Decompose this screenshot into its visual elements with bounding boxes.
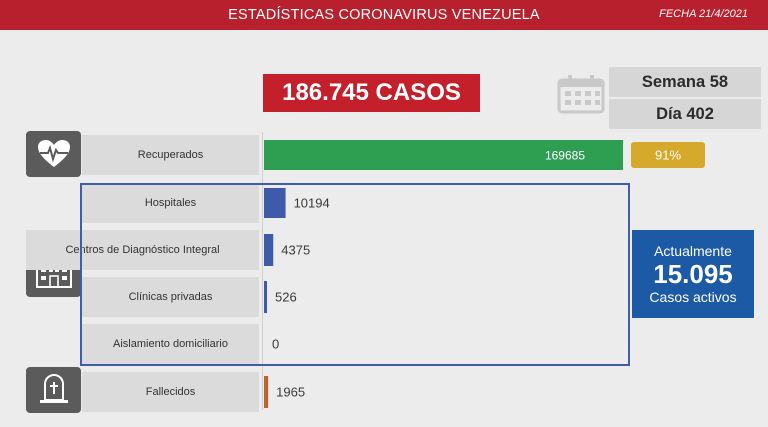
- percent-label: 91%: [655, 148, 681, 163]
- row-label-recuperados: Recuperados: [82, 135, 259, 175]
- chart-axis: [262, 132, 263, 410]
- percent-badge: [631, 142, 705, 168]
- active-title: Actualmente: [654, 243, 732, 259]
- day-counter: Día 402: [609, 99, 761, 129]
- value-label-recuperados: 169685: [545, 149, 585, 163]
- active-cases-frame: [80, 183, 630, 366]
- bar-fallecidos: [264, 376, 269, 408]
- page-title: ESTADÍSTICAS CORONAVIRUS VENEZUELA: [228, 7, 540, 23]
- report-date: FECHA 21/4/2021: [659, 8, 748, 20]
- row-label-cdi: Centros de Diagnóstico Integral: [26, 230, 259, 270]
- active-subtitle: Casos activos: [649, 289, 737, 305]
- active-cases-box: Actualmente 15.095 Casos activos: [632, 230, 754, 318]
- total-cases-badge: 186.745 CASOS: [263, 74, 480, 112]
- row-label-hospitales: Hospitales: [82, 183, 259, 223]
- row-label-clinicas: Clínicas privadas: [82, 277, 259, 317]
- calendar-icon: [557, 75, 605, 114]
- value-label-fallecidos: 1965: [276, 385, 305, 400]
- row-label-aislamiento: Aislamiento domiciliario: [82, 324, 259, 364]
- tombstone-icon: [26, 367, 81, 413]
- heart-pulse-icon: [26, 131, 81, 177]
- bar-recuperados: [264, 140, 623, 170]
- row-label-fallecidos: Fallecidos: [82, 372, 259, 412]
- week-counter: Semana 58: [609, 67, 761, 97]
- header-bar: ESTADÍSTICAS CORONAVIRUS VENEZUELA FECHA…: [0, 0, 768, 30]
- active-value: 15.095: [653, 259, 733, 289]
